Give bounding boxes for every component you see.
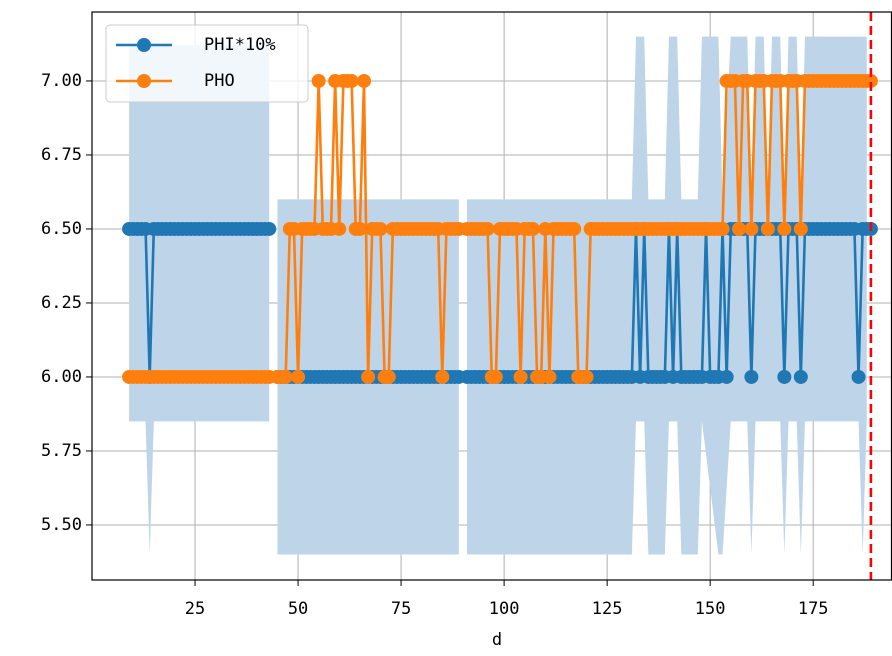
y-tick-label: 5.75 bbox=[41, 441, 82, 461]
legend-marker bbox=[137, 38, 151, 52]
data-point bbox=[542, 369, 557, 384]
x-tick-label: 100 bbox=[489, 599, 520, 619]
data-point bbox=[352, 221, 367, 236]
y-tick-label: 6.00 bbox=[41, 367, 82, 387]
series bbox=[122, 73, 878, 384]
data-point bbox=[356, 73, 371, 88]
y-tick-label: 6.75 bbox=[41, 145, 82, 165]
legend: PHI*10% PHO bbox=[105, 24, 309, 103]
y-tick-label: 6.25 bbox=[41, 293, 82, 313]
data-point bbox=[373, 221, 388, 236]
data-point bbox=[262, 221, 277, 236]
band-area bbox=[129, 45, 270, 555]
legend-label: PHO bbox=[204, 71, 235, 91]
legend-marker bbox=[137, 74, 151, 88]
data-point bbox=[760, 221, 775, 236]
data-point bbox=[579, 369, 594, 384]
data-point bbox=[332, 221, 347, 236]
data-point bbox=[777, 369, 792, 384]
x-tick-label: 25 bbox=[185, 599, 205, 619]
data-point bbox=[863, 73, 878, 88]
x-tick-label: 75 bbox=[391, 599, 411, 619]
data-point bbox=[488, 369, 503, 384]
data-point bbox=[513, 369, 528, 384]
data-point bbox=[381, 369, 396, 384]
y-tick-label: 7.00 bbox=[41, 71, 82, 91]
legend-label: PHI*10% bbox=[204, 35, 276, 55]
x-tick-label: 150 bbox=[695, 599, 726, 619]
data-point bbox=[567, 221, 582, 236]
data-point bbox=[793, 369, 808, 384]
data-point bbox=[361, 369, 376, 384]
data-point bbox=[435, 369, 450, 384]
x-tick-label: 50 bbox=[288, 599, 308, 619]
data-point bbox=[278, 369, 293, 384]
data-point bbox=[851, 369, 866, 384]
data-point bbox=[344, 73, 359, 88]
data-point bbox=[744, 221, 759, 236]
y-tick-label: 5.50 bbox=[41, 515, 82, 535]
data-point bbox=[715, 221, 730, 236]
data-point bbox=[311, 73, 326, 88]
x-tick-label: 175 bbox=[798, 599, 829, 619]
plot-area bbox=[122, 12, 878, 580]
data-point bbox=[744, 369, 759, 384]
data-point bbox=[525, 221, 540, 236]
data-point bbox=[291, 369, 306, 384]
data-point bbox=[480, 221, 495, 236]
x-tick-label: 125 bbox=[592, 599, 623, 619]
data-point bbox=[719, 369, 734, 384]
data-point bbox=[732, 221, 747, 236]
y-tick-label: 6.50 bbox=[41, 219, 82, 239]
data-point bbox=[793, 221, 808, 236]
x-axis-label: d bbox=[492, 630, 502, 650]
data-point bbox=[777, 221, 792, 236]
